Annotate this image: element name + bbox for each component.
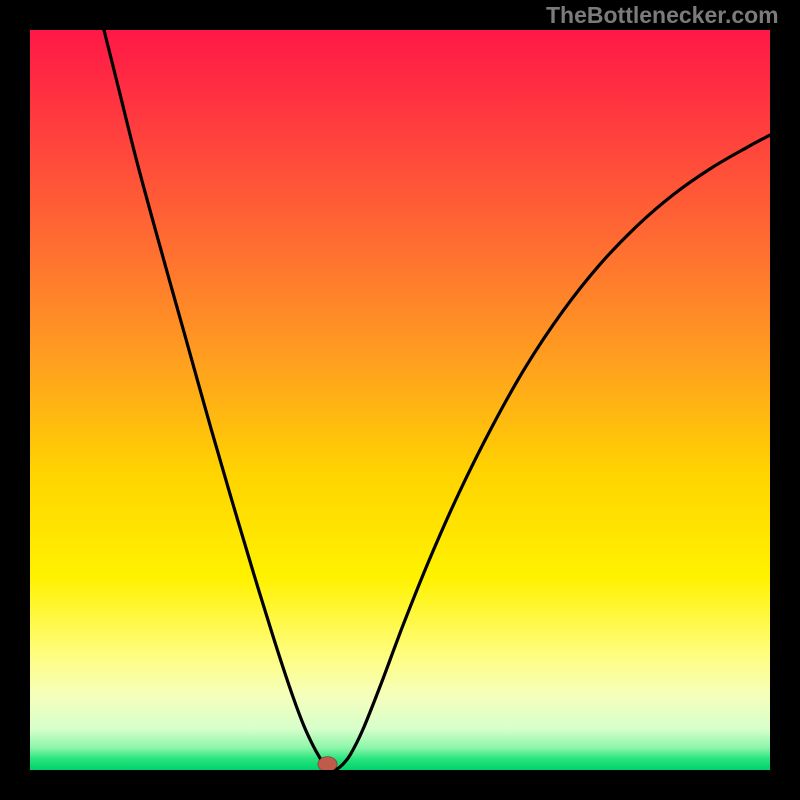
optimum-marker xyxy=(318,757,337,770)
gradient-background xyxy=(30,30,770,770)
watermark-text: TheBottlenecker.com xyxy=(546,2,779,29)
chart-svg xyxy=(30,30,770,770)
plot-area xyxy=(30,30,770,770)
chart-container: TheBottlenecker.com xyxy=(0,0,800,800)
